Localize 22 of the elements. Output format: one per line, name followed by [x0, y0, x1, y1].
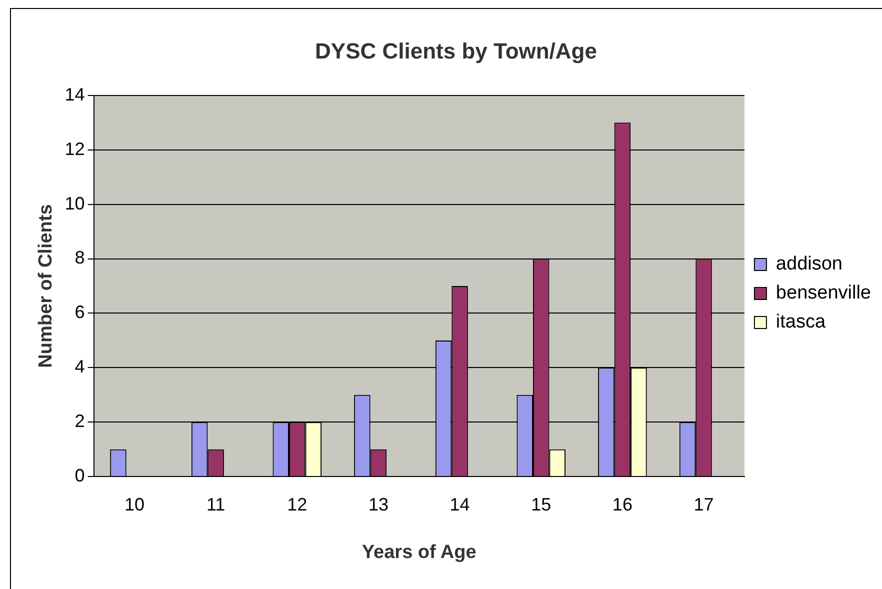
- x-tick-label: 14: [450, 494, 470, 514]
- legend-label: addison: [776, 254, 842, 275]
- y-tick-label: 12: [64, 138, 85, 159]
- x-tick-label: 10: [124, 494, 144, 514]
- y-tick-label: 8: [74, 248, 85, 268]
- x-tick-label: 16: [612, 494, 632, 514]
- y-axis-title: Number of Clients: [36, 204, 57, 368]
- y-tick-label: 10: [64, 193, 85, 214]
- x-tick-label: 15: [531, 494, 552, 514]
- x-tick-label: 11: [206, 494, 226, 514]
- legend-label: bensenville: [776, 282, 872, 304]
- y-tick-label: 2: [74, 411, 85, 432]
- x-tick-label: 12: [287, 494, 308, 514]
- x-axis-title: Years of Age: [362, 542, 476, 563]
- legend-label: itasca: [776, 312, 826, 333]
- y-tick-label: 14: [64, 84, 85, 104]
- x-tick-label: 13: [368, 494, 388, 514]
- x-tick-label: 17: [694, 494, 714, 514]
- chart-title: DYSC Clients by Town/Age: [315, 38, 597, 64]
- y-tick-label: 6: [74, 302, 85, 322]
- y-tick-label: 4: [74, 356, 85, 377]
- y-tick-label: 0: [74, 466, 85, 486]
